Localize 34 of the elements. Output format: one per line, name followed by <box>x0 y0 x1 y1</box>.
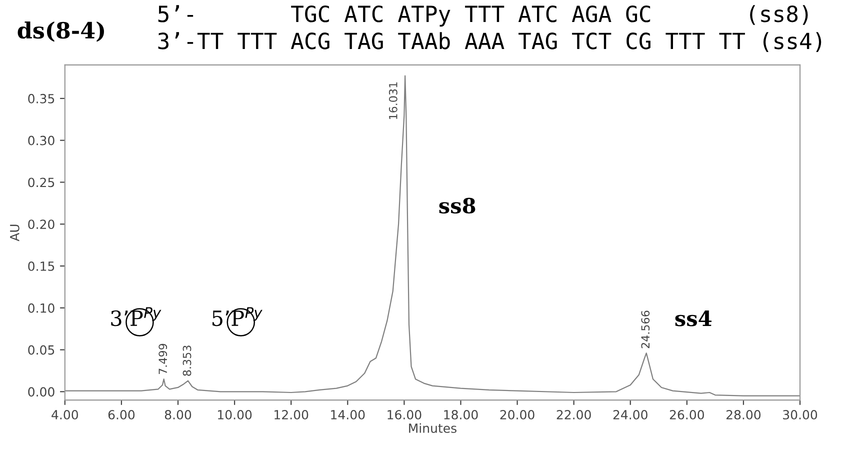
x-tick-label: 4.00 <box>52 410 78 420</box>
text: 3’-TT TTT ACG TAG TAAb AAA TAG TCT CG TTT TT (ss4) <box>158 32 822 52</box>
x-tick-label: 18.00 <box>444 410 478 420</box>
annotation: 7.499 <box>158 344 168 374</box>
y-axis-title: AU <box>10 224 20 242</box>
x-tick-label: 28.00 <box>726 410 761 420</box>
y-tick-label: 0.05 <box>28 345 54 355</box>
x-tick-label: 26.00 <box>670 410 704 420</box>
annotation: ss4 <box>675 310 712 326</box>
y-tick-label: 0.30 <box>28 136 54 146</box>
y-tick-label: 0.25 <box>28 178 54 188</box>
y-tick-label: 0.15 <box>28 261 54 271</box>
y-tick-label: 0.35 <box>28 94 54 104</box>
x-tick-label: 20.00 <box>500 410 534 420</box>
y-tick-label: 0.00 <box>28 387 54 397</box>
annotation: 8.353 <box>182 346 192 376</box>
text: 5’- TGC ATC ATPy TTT ATC AGA GC (ss8) <box>158 5 808 27</box>
x-tick-label: 30.00 <box>783 410 818 420</box>
x-tick-label: 8.00 <box>164 410 192 420</box>
chart-title: ds(8-4) <box>18 21 104 42</box>
line-series <box>64 75 800 396</box>
x-tick-label: 22.00 <box>556 410 591 420</box>
y-tick-label: 0.20 <box>28 220 54 230</box>
x-tick-label: 12.00 <box>274 410 308 420</box>
x-tick-label: 10.00 <box>218 410 252 420</box>
y-tick-label: 0.10 <box>28 303 54 313</box>
x-axis-title: Minutes <box>409 423 456 433</box>
x-tick-label: 16.00 <box>388 410 422 420</box>
annotation: 16.031 <box>388 82 398 120</box>
annotation: 24.566 <box>641 310 650 348</box>
x-tick-label: 24.00 <box>613 410 648 420</box>
x-tick-label: 14.00 <box>331 410 365 420</box>
annotation: ss8 <box>439 198 476 214</box>
x-tick-label: 6.00 <box>108 410 135 420</box>
